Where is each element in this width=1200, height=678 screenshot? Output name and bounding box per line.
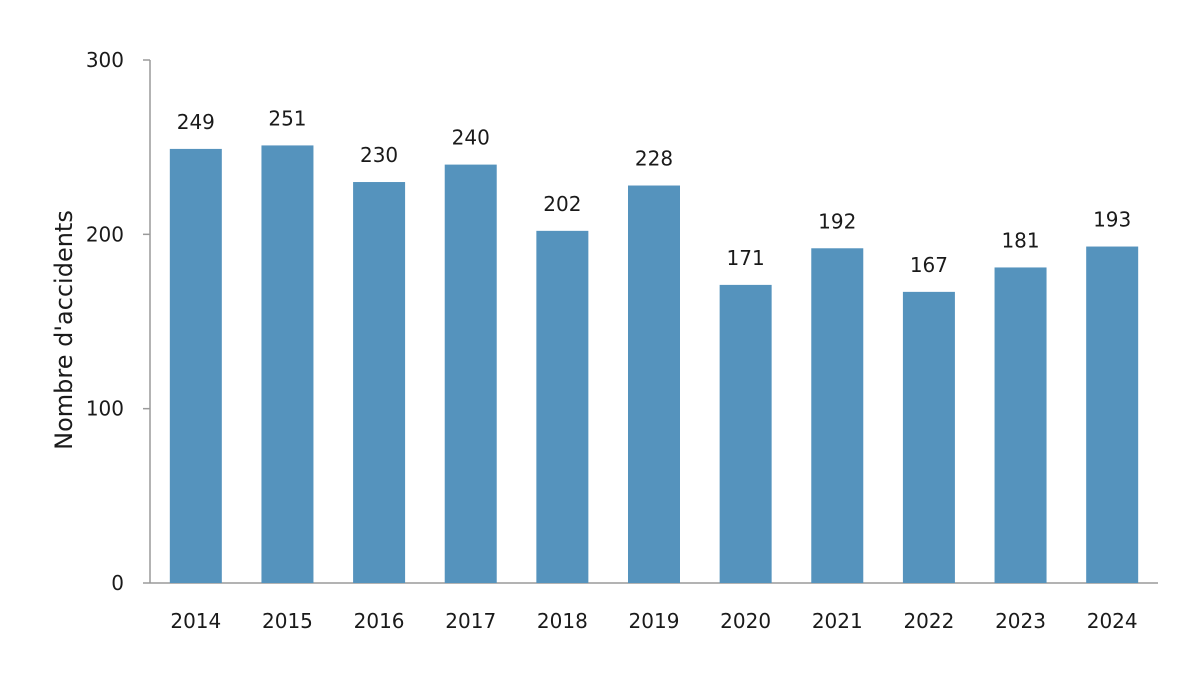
y-axis: 0 100 200 300 [86,48,151,595]
y-tick-label: 0 [111,571,124,595]
x-tick-label: 2020 [720,609,771,633]
bar [811,248,864,583]
bar [628,185,680,583]
bar [536,230,589,583]
bar [261,145,314,583]
x-tick-label: 2022 [903,609,954,633]
x-tick-label: 2021 [812,609,863,633]
bars [169,145,1139,584]
data-label: 171 [727,246,765,270]
bar [353,182,406,584]
data-label: 181 [1001,228,1039,252]
bar [1086,246,1139,583]
y-tick-label: 200 [86,222,124,246]
data-label: 230 [360,143,398,167]
bar [719,284,772,583]
x-axis: 2014 2015 2016 2017 2018 2019 2020 2021 2022 2023… [150,582,1158,633]
x-tick-label: 2014 [170,609,221,633]
x-tick-label: 2018 [537,609,588,633]
x-tick-label: 2019 [629,609,680,633]
data-label: 193 [1093,208,1131,232]
x-tick-label: 2017 [445,609,496,633]
bar [444,164,497,583]
data-label: 249 [177,110,215,134]
bar [994,267,1047,583]
data-label: 202 [543,192,581,216]
bar [169,148,222,583]
y-tick-label: 100 [86,397,124,421]
data-label: 192 [818,209,856,233]
y-tick-label: 300 [86,48,124,72]
x-tick-label: 2023 [995,609,1046,633]
data-label: 228 [635,147,673,171]
x-tick-label: 2015 [262,609,313,633]
data-label: 240 [452,126,490,150]
data-label: 167 [910,253,948,277]
x-tick-label: 2016 [354,609,405,633]
bar [902,291,955,583]
x-tick-label: 2024 [1087,609,1138,633]
y-axis-title: Nombre d'accidents [50,210,78,450]
data-label: 251 [268,106,306,130]
data-labels: 249 251 230 240 202 228 171 192 167 181 193 [177,106,1132,276]
